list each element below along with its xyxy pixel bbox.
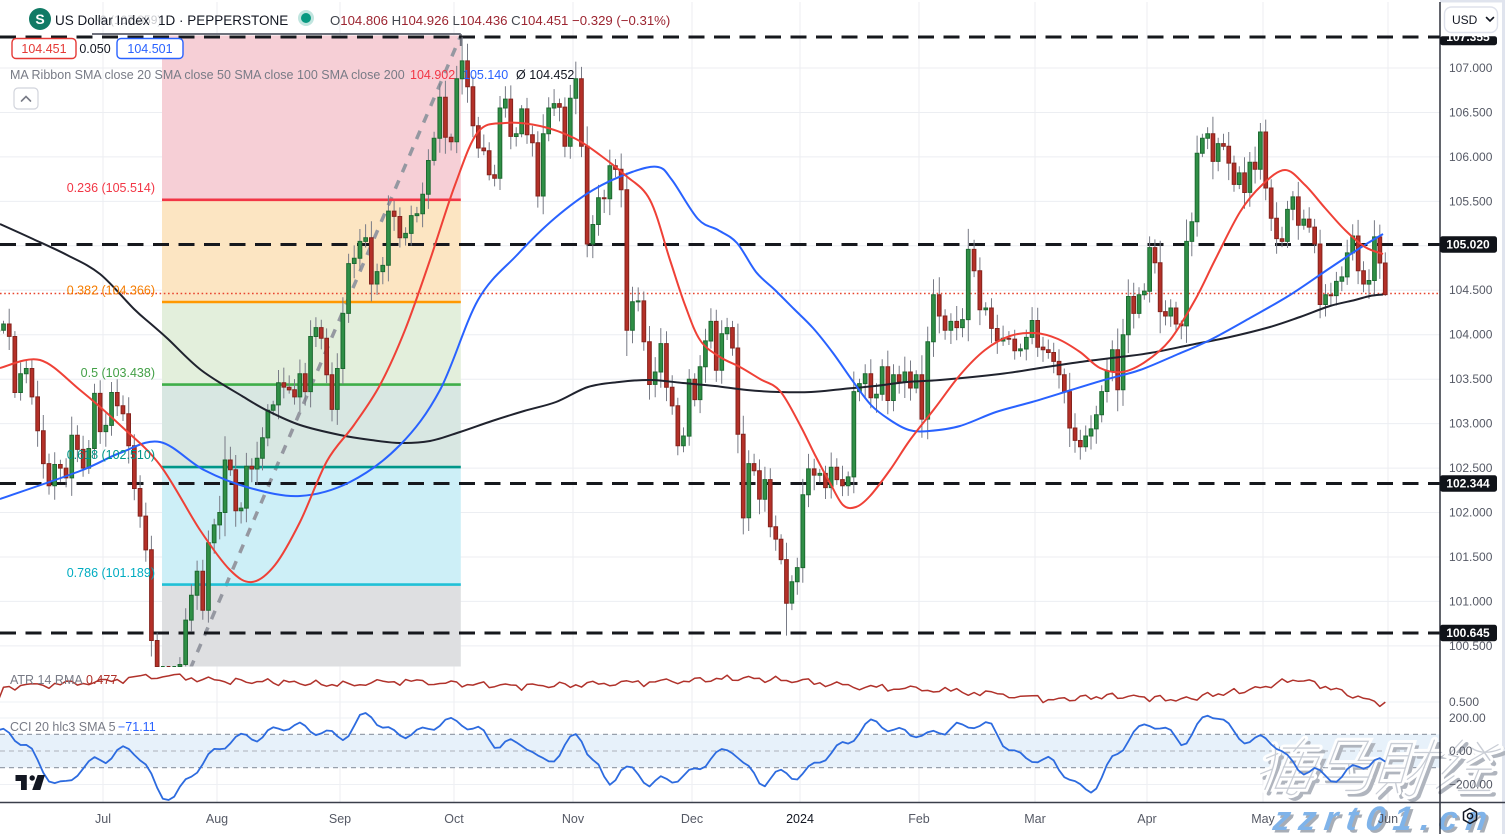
svg-text:0.477: 0.477 xyxy=(86,673,117,687)
svg-text:105.020: 105.020 xyxy=(1446,238,1490,252)
svg-text:106.500: 106.500 xyxy=(1449,106,1493,120)
svg-text:Oct: Oct xyxy=(444,812,464,826)
svg-text:Ø 104.452: Ø 104.452 xyxy=(516,68,574,82)
svg-text:Jun: Jun xyxy=(1378,812,1398,826)
svg-text:ATR 14 RMA: ATR 14 RMA xyxy=(10,673,83,687)
svg-text:0.382 (104.366): 0.382 (104.366) xyxy=(67,284,155,298)
svg-text:CCI 20 hlc3 SMA 5: CCI 20 hlc3 SMA 5 xyxy=(10,720,116,734)
svg-text:102.344: 102.344 xyxy=(1446,477,1490,491)
svg-text:0.00: 0.00 xyxy=(1449,744,1473,758)
svg-text:102.000: 102.000 xyxy=(1449,506,1493,520)
svg-text:101.500: 101.500 xyxy=(1449,550,1493,564)
svg-text:Feb: Feb xyxy=(908,812,930,826)
svg-text:0.786 (101.189): 0.786 (101.189) xyxy=(67,566,155,580)
svg-text:107.000: 107.000 xyxy=(1449,61,1493,75)
svg-text:0 (107.359): 0 (107.359) xyxy=(100,13,161,27)
svg-text:0.618 (102.510): 0.618 (102.510) xyxy=(67,448,155,462)
svg-text:−71.11: −71.11 xyxy=(118,720,156,734)
svg-text:Jul: Jul xyxy=(95,812,111,826)
svg-text:105.500: 105.500 xyxy=(1449,194,1493,208)
svg-text:0.050: 0.050 xyxy=(79,42,110,56)
svg-text:106.000: 106.000 xyxy=(1449,150,1493,164)
svg-text:USD: USD xyxy=(1452,13,1478,27)
svg-text:100.500: 100.500 xyxy=(1449,639,1493,653)
svg-text:0.500: 0.500 xyxy=(1449,695,1479,709)
svg-text:104.902: 104.902 xyxy=(410,68,455,82)
svg-text:May: May xyxy=(1251,812,1275,826)
svg-text:100.645: 100.645 xyxy=(1446,626,1490,640)
svg-text:MA Ribbon SMA close 20 SMA clo: MA Ribbon SMA close 20 SMA close 50 SMA … xyxy=(10,68,405,82)
svg-text:105.140: 105.140 xyxy=(463,68,508,82)
svg-text:104.501: 104.501 xyxy=(127,42,172,56)
svg-text:S: S xyxy=(35,11,44,27)
svg-text:200.00: 200.00 xyxy=(1449,711,1486,725)
svg-text:104.451: 104.451 xyxy=(21,42,66,56)
svg-text:Nov: Nov xyxy=(562,812,585,826)
svg-text:Apr: Apr xyxy=(1137,812,1156,826)
svg-text:0.236 (105.514): 0.236 (105.514) xyxy=(67,181,155,195)
svg-text:103.000: 103.000 xyxy=(1449,417,1493,431)
svg-text:Mar: Mar xyxy=(1024,812,1046,826)
svg-text:US Dollar Index: US Dollar Index xyxy=(55,13,150,28)
svg-text:Aug: Aug xyxy=(206,812,228,826)
svg-text:−200.00: −200.00 xyxy=(1449,778,1493,792)
svg-text:Sep: Sep xyxy=(329,812,351,826)
svg-text:O104.806 H104.926 L104.436 C10: O104.806 H104.926 L104.436 C104.451 −0.3… xyxy=(330,13,670,28)
svg-text:101.000: 101.000 xyxy=(1449,594,1493,608)
svg-text:104.500: 104.500 xyxy=(1449,283,1493,297)
svg-text:2024: 2024 xyxy=(786,812,814,826)
svg-text:102.500: 102.500 xyxy=(1449,461,1493,475)
svg-text:103.500: 103.500 xyxy=(1449,372,1493,386)
svg-text:zzrt01.cn: zzrt01.cn xyxy=(1270,800,1498,834)
svg-text:0.5 (103.438): 0.5 (103.438) xyxy=(81,366,155,380)
svg-text:1D · PEPPERSTONE: 1D · PEPPERSTONE xyxy=(158,13,288,28)
svg-text:107.355: 107.355 xyxy=(1446,30,1490,44)
svg-text:Dec: Dec xyxy=(681,812,703,826)
svg-text:104.000: 104.000 xyxy=(1449,328,1493,342)
